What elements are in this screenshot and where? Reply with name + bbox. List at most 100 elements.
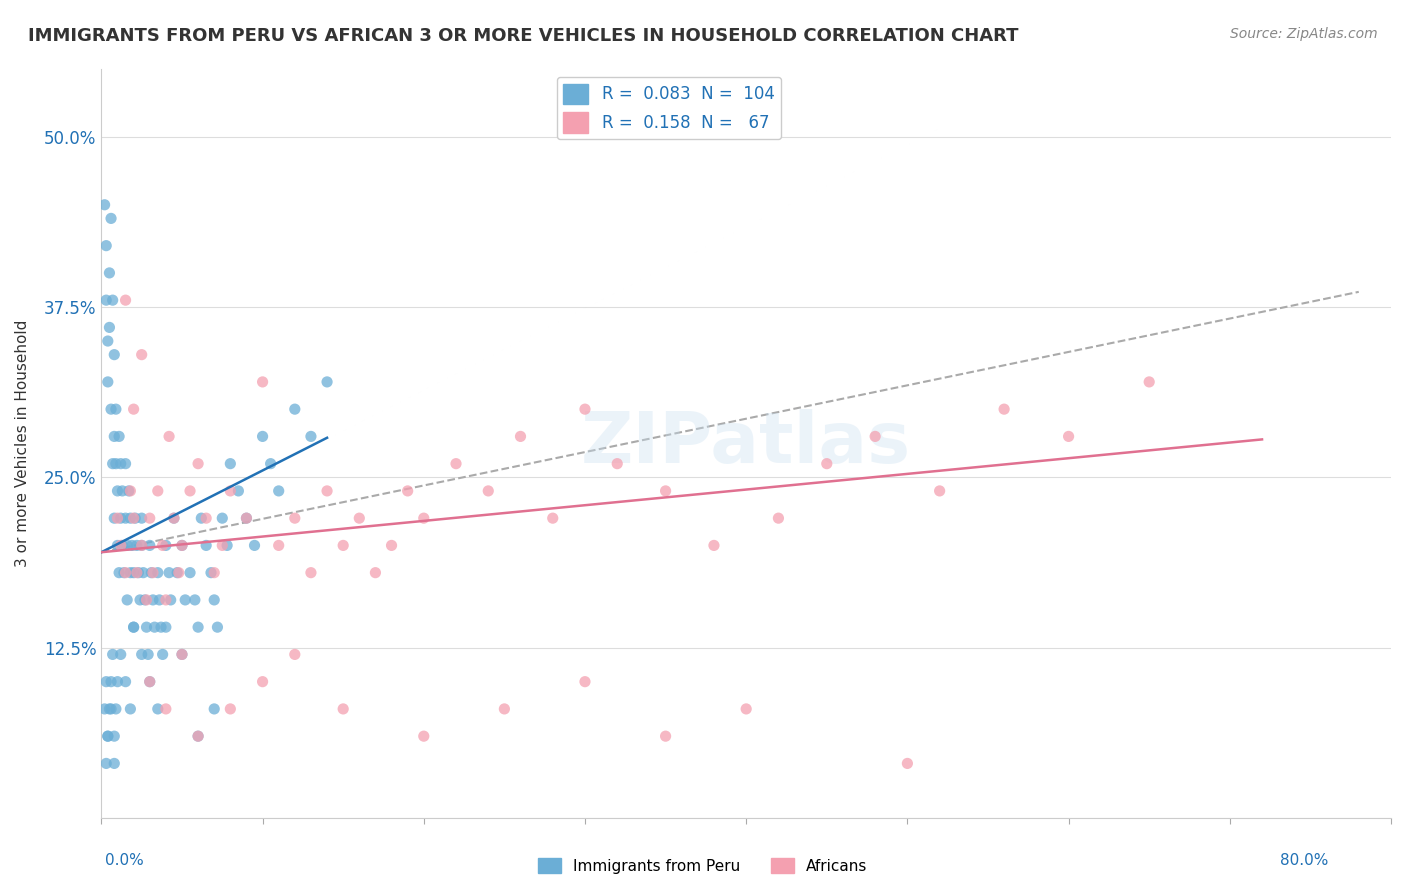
Point — [138, 511, 160, 525]
Point — [103, 511, 125, 525]
Point — [184, 593, 207, 607]
Point — [129, 593, 152, 607]
Point — [412, 729, 434, 743]
Point — [195, 511, 218, 525]
Point — [219, 483, 242, 498]
Point — [170, 648, 193, 662]
Point — [654, 483, 676, 498]
Text: IMMIGRANTS FROM PERU VS AFRICAN 3 OR MORE VEHICLES IN HOUSEHOLD CORRELATION CHAR: IMMIGRANTS FROM PERU VS AFRICAN 3 OR MOR… — [28, 27, 1018, 45]
Point — [107, 674, 129, 689]
Point — [107, 483, 129, 498]
Point — [125, 566, 148, 580]
Point — [243, 538, 266, 552]
Point — [110, 511, 132, 525]
Point — [120, 566, 142, 580]
Point — [141, 566, 163, 580]
Point — [166, 566, 188, 580]
Legend: R =  0.083  N =  104, R =  0.158  N =   67: R = 0.083 N = 104, R = 0.158 N = 67 — [557, 77, 782, 139]
Point — [124, 511, 146, 525]
Point — [100, 402, 122, 417]
Point — [332, 702, 354, 716]
Point — [219, 702, 242, 716]
Point — [100, 702, 122, 716]
Point — [200, 566, 222, 580]
Point — [364, 566, 387, 580]
Point — [97, 729, 120, 743]
Point — [131, 538, 153, 552]
Point — [768, 511, 790, 525]
Point — [541, 511, 564, 525]
Point — [163, 511, 186, 525]
Point — [146, 483, 169, 498]
Point — [104, 702, 127, 716]
Point — [187, 457, 209, 471]
Point — [380, 538, 402, 552]
Point — [170, 538, 193, 552]
Point — [93, 198, 115, 212]
Point — [111, 538, 134, 552]
Point — [993, 402, 1015, 417]
Point — [122, 402, 145, 417]
Point — [103, 729, 125, 743]
Point — [111, 483, 134, 498]
Point — [120, 511, 142, 525]
Point — [142, 566, 165, 580]
Point — [138, 674, 160, 689]
Point — [96, 238, 118, 252]
Point — [284, 402, 307, 417]
Point — [103, 756, 125, 771]
Point — [152, 538, 174, 552]
Point — [122, 566, 145, 580]
Point — [202, 593, 225, 607]
Point — [98, 266, 121, 280]
Point — [131, 348, 153, 362]
Point — [1057, 429, 1080, 443]
Point — [494, 702, 516, 716]
Point — [179, 566, 201, 580]
Point — [115, 538, 138, 552]
Point — [412, 511, 434, 525]
Point — [98, 702, 121, 716]
Point — [284, 511, 307, 525]
Point — [863, 429, 886, 443]
Point — [444, 457, 467, 471]
Point — [138, 674, 160, 689]
Point — [190, 511, 212, 525]
Point — [143, 620, 166, 634]
Point — [118, 483, 141, 498]
Point — [211, 511, 233, 525]
Point — [202, 566, 225, 580]
Point — [96, 674, 118, 689]
Point — [267, 538, 290, 552]
Point — [135, 593, 157, 607]
Point — [100, 674, 122, 689]
Point — [252, 429, 274, 443]
Y-axis label: 3 or more Vehicles in Household: 3 or more Vehicles in Household — [15, 319, 30, 567]
Point — [815, 457, 838, 471]
Point — [606, 457, 628, 471]
Point — [148, 593, 170, 607]
Point — [228, 483, 250, 498]
Point — [219, 457, 242, 471]
Point — [136, 648, 159, 662]
Point — [112, 566, 135, 580]
Point — [107, 511, 129, 525]
Point — [131, 648, 153, 662]
Point — [97, 729, 120, 743]
Point — [114, 457, 136, 471]
Point — [509, 429, 531, 443]
Point — [187, 729, 209, 743]
Point — [103, 429, 125, 443]
Point — [159, 593, 181, 607]
Point — [110, 538, 132, 552]
Point — [142, 593, 165, 607]
Point — [97, 375, 120, 389]
Point — [108, 429, 131, 443]
Point — [316, 375, 339, 389]
Point — [107, 538, 129, 552]
Point — [202, 702, 225, 716]
Point — [150, 620, 173, 634]
Point — [187, 729, 209, 743]
Point — [157, 566, 180, 580]
Point — [135, 620, 157, 634]
